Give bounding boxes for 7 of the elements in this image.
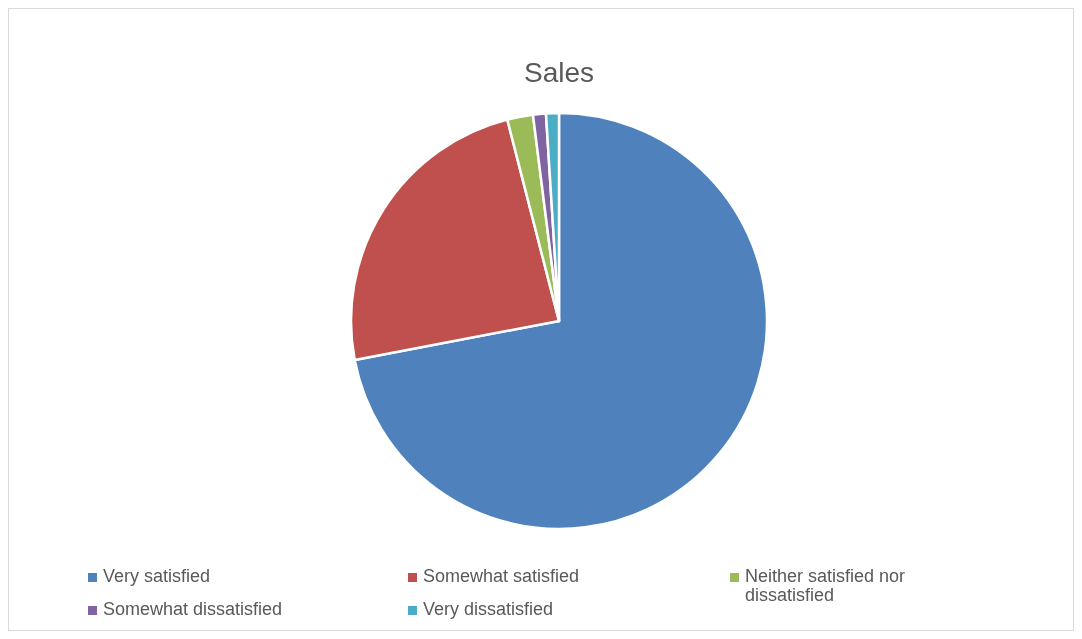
legend-label: Neither satisfied nor dissatisfied bbox=[745, 566, 906, 605]
legend-label: Somewhat satisfied bbox=[423, 566, 580, 586]
legend-label: Very satisfied bbox=[103, 566, 211, 586]
legend-label: Very dissatisfied bbox=[423, 599, 554, 619]
pie-slice bbox=[353, 111, 769, 531]
legend-label: Somewhat dissatisfied bbox=[103, 599, 283, 619]
chart-title: Sales bbox=[523, 57, 595, 88]
